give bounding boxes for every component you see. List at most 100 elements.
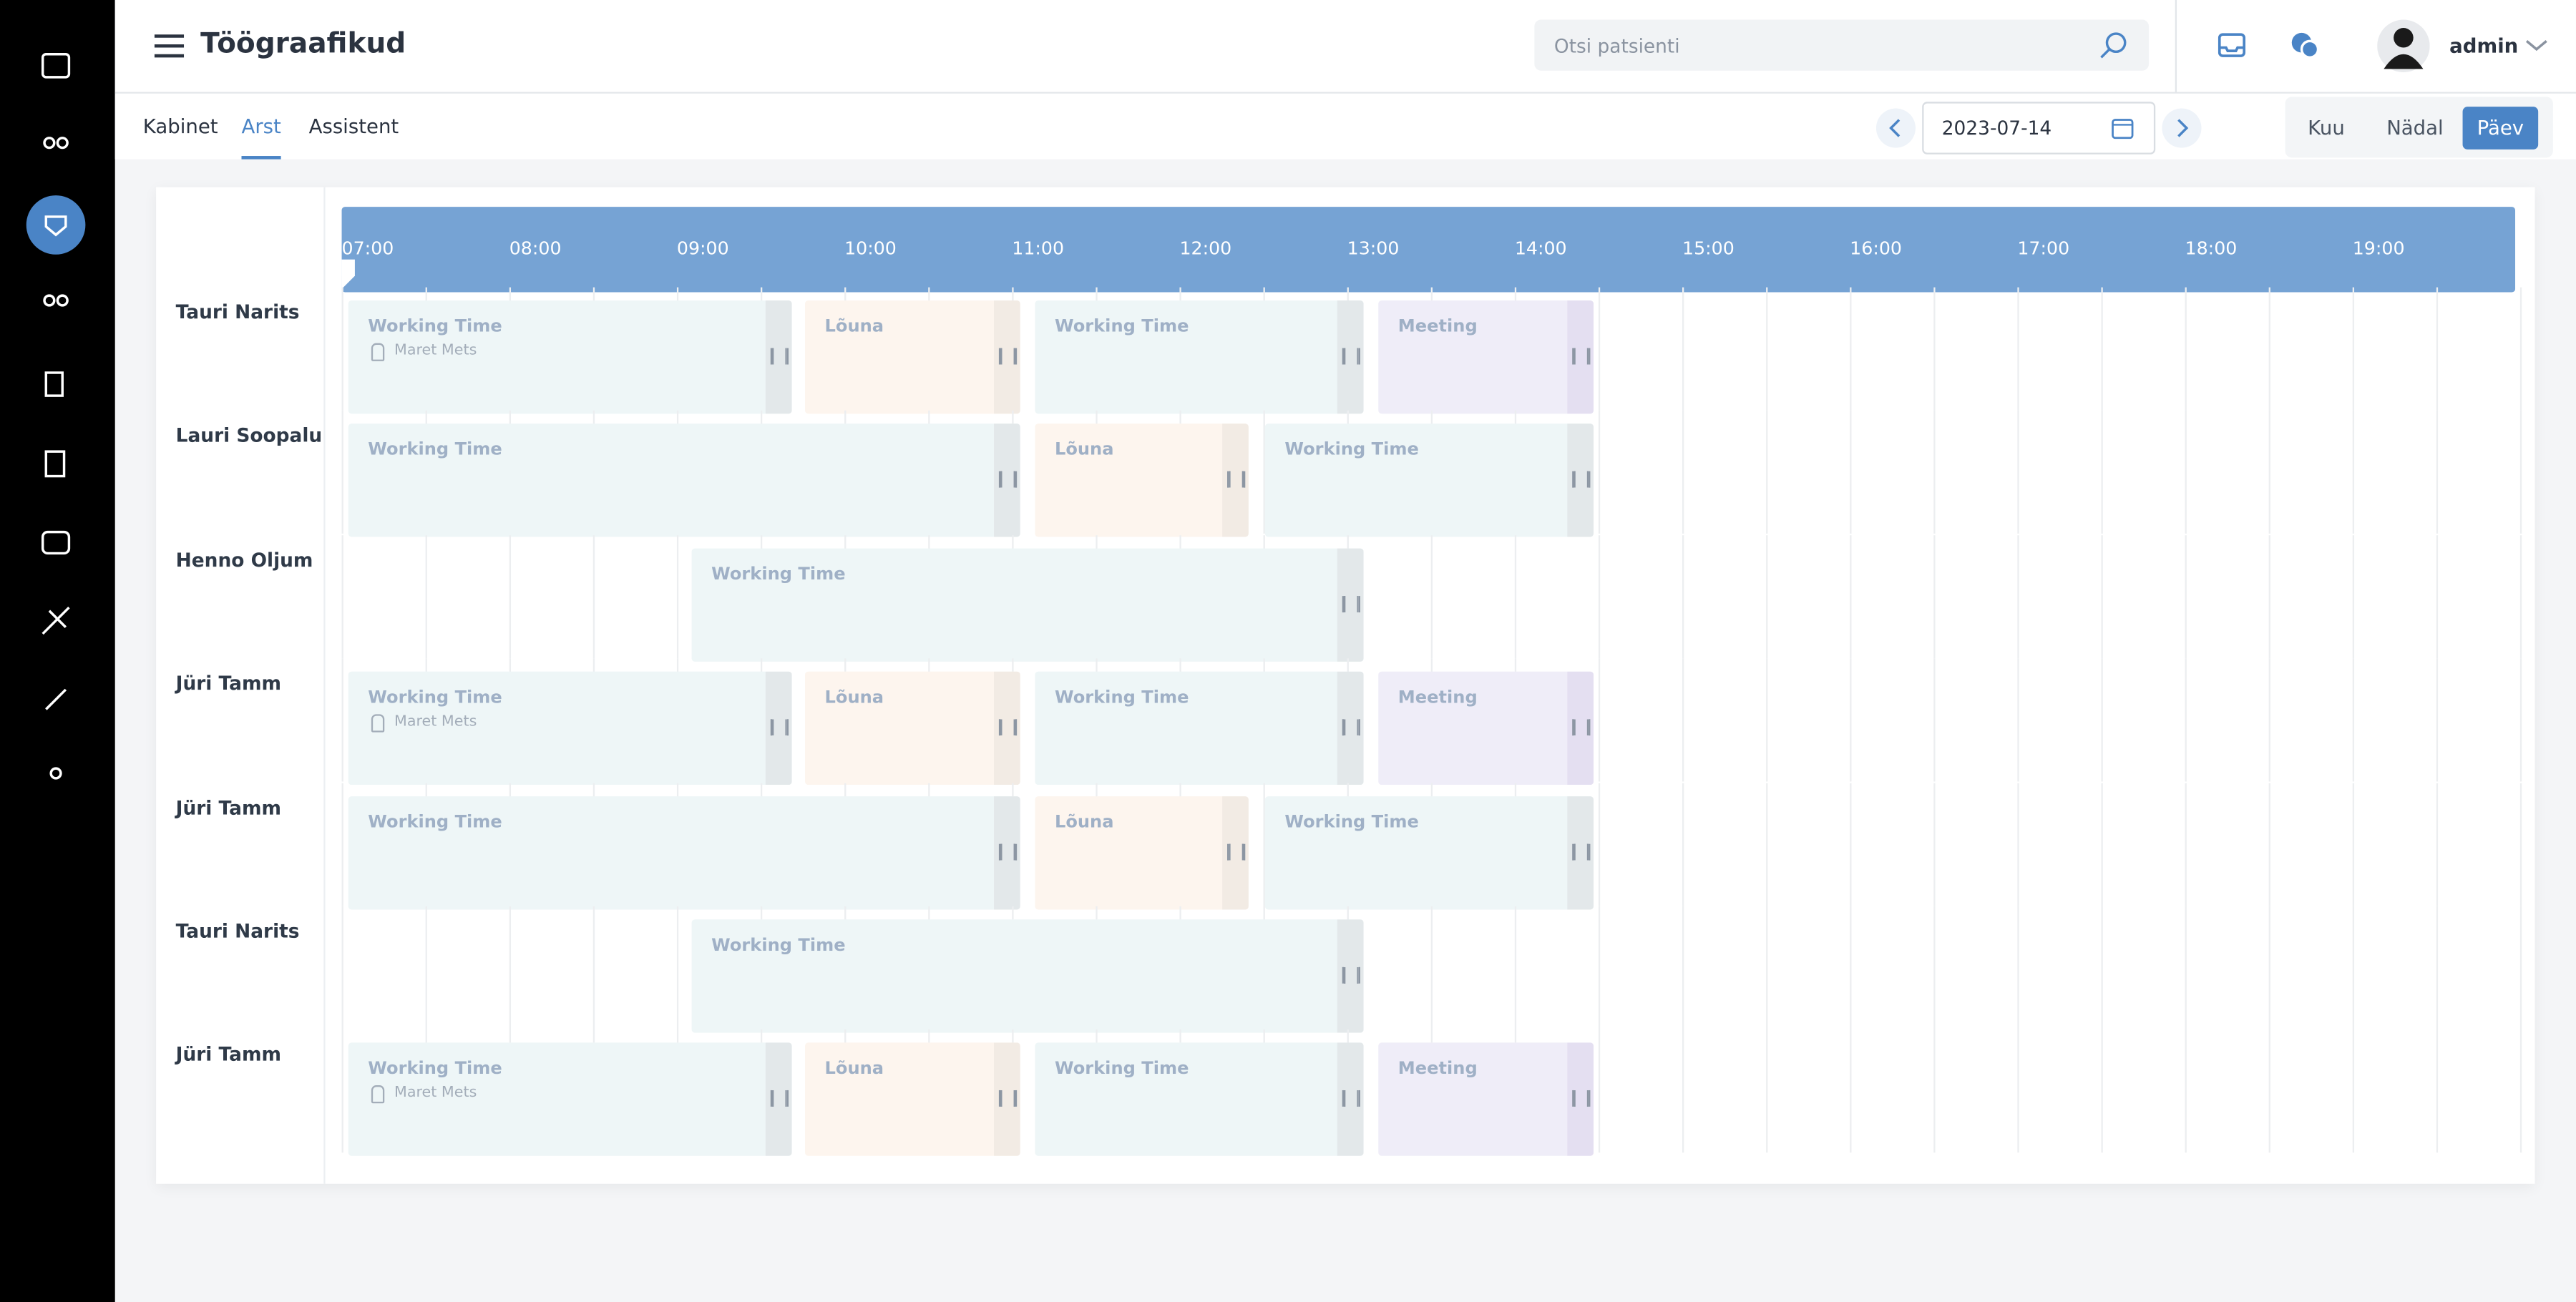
grid-line (592, 534, 595, 658)
schedule-block[interactable]: Working Time Maret Mets (348, 1043, 792, 1157)
schedule-block[interactable]: Working Time (1264, 796, 1594, 909)
resize-handle[interactable] (1567, 672, 1594, 785)
chat-icon[interactable] (2288, 29, 2321, 62)
row-name: Jüri Tamm (175, 672, 281, 695)
user-menu-caret[interactable] (2525, 39, 2548, 52)
grid-line (1263, 782, 1265, 906)
schedule-block[interactable]: Meeting (1378, 1043, 1594, 1157)
resize-handle[interactable] (1337, 672, 1364, 785)
prev-day[interactable] (1875, 108, 1916, 148)
grid-line (1598, 287, 1601, 411)
inbox-icon[interactable] (2218, 31, 2247, 61)
handle-grip (1572, 348, 1591, 365)
date-input[interactable]: 2023-07-14 (1922, 102, 2156, 155)
resize-handle[interactable] (1567, 1043, 1594, 1157)
nav-tools[interactable] (42, 606, 70, 635)
schedule-block[interactable]: Lõuna (1035, 796, 1249, 909)
schedule-block[interactable]: Meeting (1378, 672, 1594, 785)
schedule-block[interactable]: Working Time (1035, 1043, 1364, 1157)
view-button[interactable]: Nädal (2367, 107, 2462, 150)
calendar-icon[interactable] (2111, 117, 2134, 140)
tab[interactable]: Kabinet (142, 114, 218, 138)
row-name: Lauri Soopalu (175, 424, 323, 448)
grid-line (1598, 906, 1601, 1030)
view-label: Kuu (2308, 116, 2345, 140)
time-label: 11:00 (1012, 238, 1065, 260)
schedule-block[interactable]: Working Time Maret Mets (348, 300, 792, 414)
resize-handle[interactable] (1337, 548, 1364, 662)
grid-line (1514, 534, 1517, 658)
search-box[interactable]: Otsi patsienti (1534, 19, 2150, 71)
schedule-block[interactable]: Working Time (691, 548, 1364, 662)
resize-handle[interactable] (1567, 796, 1594, 909)
block-label: Lõuna (1054, 440, 1114, 461)
nav-discounts[interactable] (45, 688, 67, 710)
resize-handle[interactable] (1337, 919, 1364, 1033)
next-day[interactable] (2162, 108, 2202, 148)
nav-groups[interactable] (49, 767, 62, 780)
schedule-block[interactable]: Working Time Maret Mets (348, 672, 792, 785)
schedule-block[interactable]: Working Time (1035, 672, 1364, 785)
sidebar-icons (26, 53, 86, 780)
resize-handle[interactable] (1567, 300, 1594, 414)
time-label: 13:00 (1347, 238, 1400, 260)
resize-handle[interactable] (765, 672, 792, 785)
schedule-block[interactable]: Lõuna (804, 672, 1020, 785)
schedule-block[interactable]: Lõuna (804, 300, 1020, 414)
schedule-block[interactable]: Working Time (1035, 300, 1364, 414)
tab[interactable]: Assistent (308, 114, 399, 138)
schedule-block[interactable]: Working Time (348, 424, 1020, 538)
resize-handle[interactable] (994, 300, 1020, 414)
nav-staff[interactable] (43, 294, 56, 307)
view-button[interactable]: Päev (2462, 107, 2539, 150)
grid-line (2352, 658, 2355, 782)
resize-handle[interactable] (1337, 1043, 1364, 1157)
menu-button[interactable] (154, 33, 185, 59)
nav-doctor[interactable] (44, 215, 67, 237)
grid-line (2268, 782, 2270, 906)
resize-handle[interactable] (1222, 424, 1249, 538)
nav-invoices[interactable] (44, 450, 66, 478)
time-label: 15:00 (1682, 238, 1735, 260)
resize-handle[interactable] (765, 300, 792, 414)
schedule-block[interactable]: Working Time (348, 796, 1020, 909)
search-icon[interactable] (2099, 31, 2129, 61)
resize-handle[interactable] (1567, 424, 1594, 538)
resize-handle[interactable] (994, 796, 1020, 909)
schedule-block[interactable]: Meeting (1378, 300, 1594, 414)
time-label: 16:00 (1850, 238, 1902, 260)
resize-handle[interactable] (1222, 796, 1249, 909)
schedule-block[interactable]: Lõuna (1035, 424, 1249, 538)
block-label: Meeting (1397, 688, 1478, 708)
nav-patients[interactable] (43, 137, 56, 150)
resize-handle[interactable] (994, 672, 1020, 785)
nav-docs[interactable] (44, 371, 64, 397)
schedule-block[interactable]: Working Time (691, 919, 1364, 1033)
avatar[interactable] (2377, 19, 2430, 72)
grid-line (2519, 782, 2522, 906)
user-name[interactable]: admin (2449, 34, 2519, 58)
resize-handle[interactable] (994, 1043, 1020, 1157)
grid-line (2519, 906, 2522, 1030)
grid-line (2017, 534, 2019, 658)
resize-handle[interactable] (765, 1043, 792, 1157)
grid-line (1766, 906, 1768, 1030)
block-label: Lõuna (824, 316, 884, 337)
view-button[interactable]: Kuu (2285, 107, 2368, 150)
schedule-block[interactable]: Lõuna (804, 1043, 1020, 1157)
resize-handle[interactable] (1337, 300, 1364, 414)
tab[interactable]: Arst (241, 114, 281, 138)
nav-kit[interactable] (41, 530, 71, 555)
grid-line (341, 411, 343, 534)
schedule-block[interactable]: Working Time (1264, 424, 1594, 538)
row-name: Jüri Tamm (175, 1043, 281, 1067)
nav-calendar[interactable] (41, 53, 71, 79)
active-nav[interactable] (26, 195, 86, 255)
grid-line (1933, 1029, 1936, 1154)
resize-handle[interactable] (994, 424, 1020, 538)
person-icon (371, 343, 385, 361)
time-header (341, 207, 2516, 293)
grid-line (2268, 287, 2270, 411)
grid-line (1850, 1029, 1852, 1154)
grid-line (1850, 906, 1852, 1030)
